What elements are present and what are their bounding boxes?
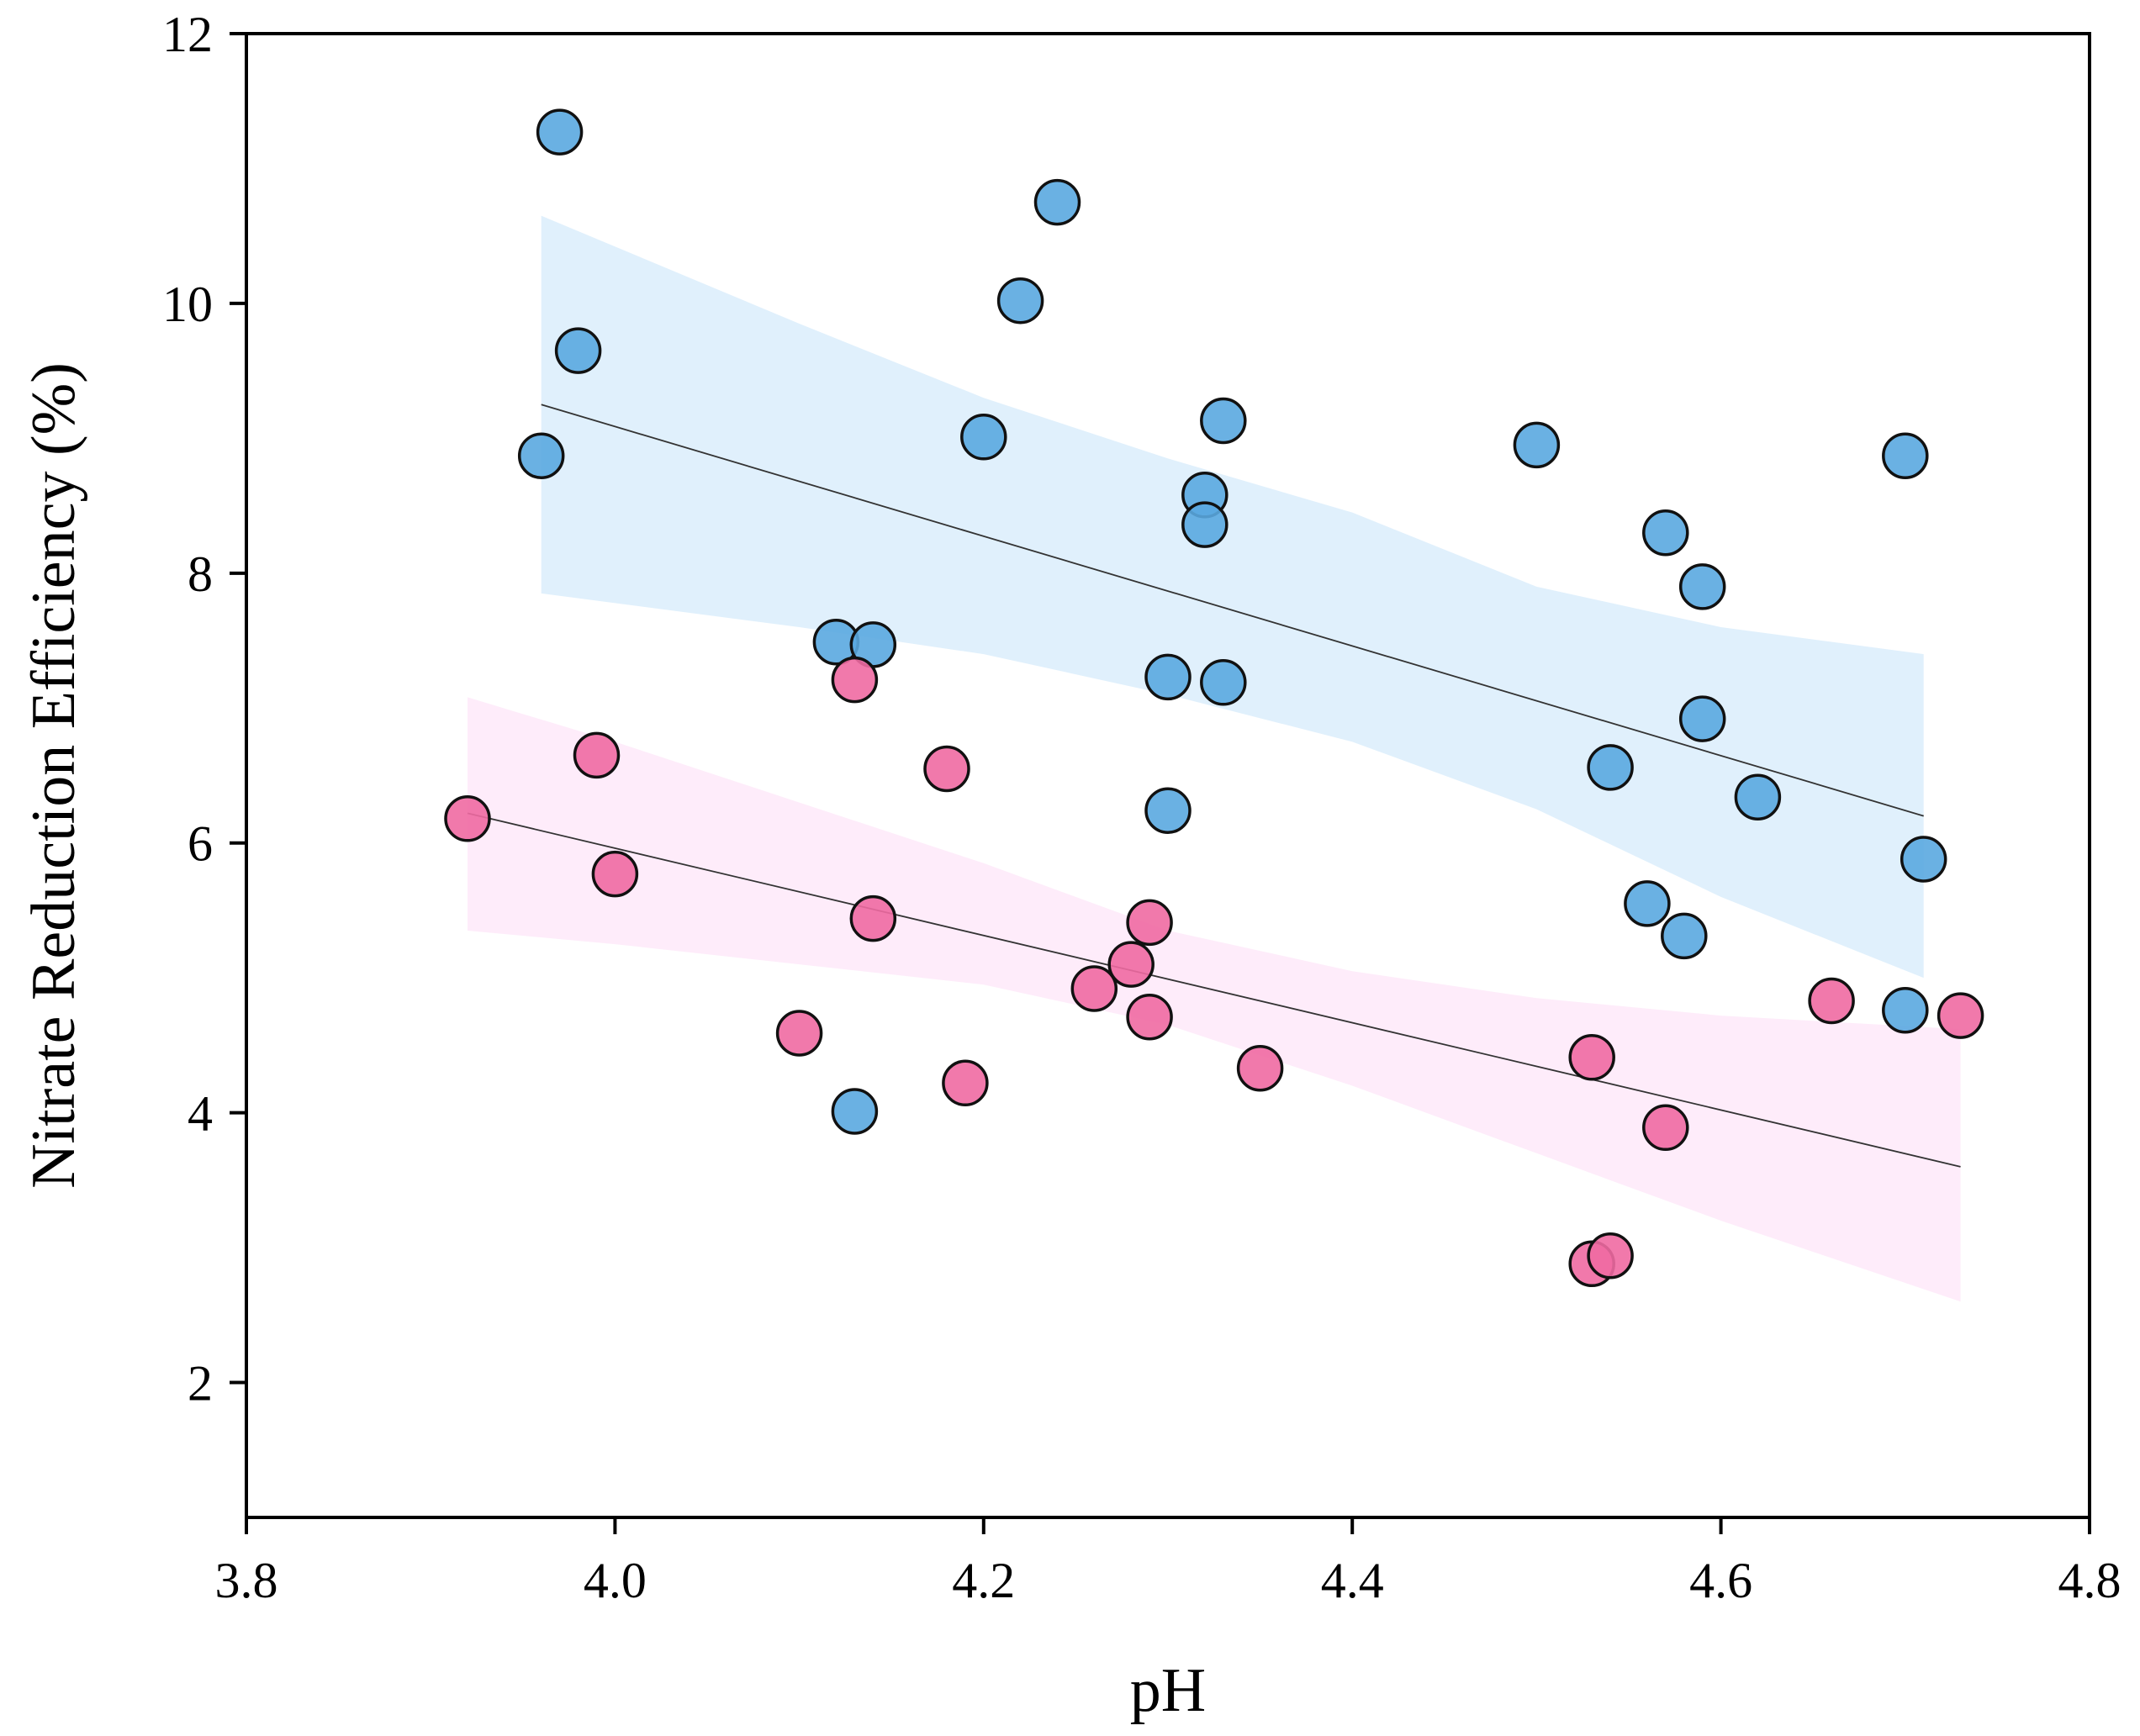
data-point [1808, 977, 1855, 1025]
regression-lines [467, 404, 1961, 1168]
x-axis-label: pH [1130, 1656, 1206, 1725]
data-point [775, 1010, 823, 1057]
regression-line-2 [467, 812, 1961, 1168]
data-point [1882, 986, 1929, 1034]
data-point [1236, 1044, 1284, 1092]
confidence-band-2 [468, 697, 1961, 1302]
data-point [1678, 563, 1726, 610]
data-point [1678, 695, 1726, 742]
data-point [1568, 1034, 1615, 1081]
data-point [591, 850, 639, 898]
data-point [1642, 509, 1689, 557]
data-point [831, 1088, 879, 1135]
y-tick-label: 4 [188, 1086, 213, 1142]
data-point [1144, 787, 1192, 834]
data-point [1107, 941, 1155, 988]
y-tick-label: 12 [162, 7, 213, 62]
x-tick-label: 4.4 [1321, 1553, 1384, 1608]
data-point [1126, 993, 1173, 1041]
data-point [573, 731, 621, 779]
data-point [1144, 653, 1192, 701]
data-point [1661, 912, 1708, 960]
data-point [1587, 744, 1634, 791]
data-point [1126, 899, 1173, 947]
data-point [1513, 421, 1561, 469]
data-point [1882, 432, 1929, 479]
y-tick-label: 2 [188, 1356, 213, 1411]
x-tick-label: 4.8 [2058, 1553, 2122, 1608]
data-point [1200, 397, 1247, 445]
data-point [1070, 965, 1118, 1012]
data-point [1624, 880, 1671, 927]
data-point [1033, 178, 1081, 226]
data-point [1937, 992, 1984, 1039]
data-point [1181, 501, 1229, 548]
regression-line-1 [541, 404, 1924, 817]
y-tick-label: 10 [162, 277, 213, 332]
data-point [517, 432, 565, 479]
y-axis-ticks: 2 4 6 8 10 12 [162, 7, 246, 1411]
y-axis-label: Nitrate Reduction Efficiency (%) [19, 362, 88, 1189]
data-points [444, 108, 1984, 1288]
data-point [942, 1059, 989, 1107]
x-tick-label: 4.0 [584, 1553, 647, 1608]
y-tick-label: 8 [188, 546, 213, 602]
plot-frame [245, 32, 2091, 1519]
confidence-band-1 [541, 215, 1924, 979]
data-point [536, 108, 584, 156]
x-axis-ticks: 3.8 4.0 4.2 4.4 4.6 4.8 [215, 1517, 2122, 1608]
confidence-bands [468, 215, 1961, 1302]
data-point [1900, 836, 1947, 883]
data-point [1642, 1104, 1689, 1152]
data-point [960, 414, 1007, 461]
data-point [1200, 659, 1247, 706]
data-point [923, 745, 970, 793]
x-tick-label: 4.2 [952, 1553, 1015, 1608]
data-point [849, 894, 897, 942]
x-tick-label: 4.6 [1689, 1553, 1752, 1608]
data-point [444, 795, 491, 842]
x-tick-label: 3.8 [215, 1553, 278, 1608]
data-point [554, 327, 602, 374]
y-tick-label: 6 [188, 816, 213, 872]
data-point [831, 656, 879, 704]
data-point [996, 277, 1044, 325]
data-point [1587, 1232, 1634, 1280]
data-point [1734, 773, 1782, 821]
